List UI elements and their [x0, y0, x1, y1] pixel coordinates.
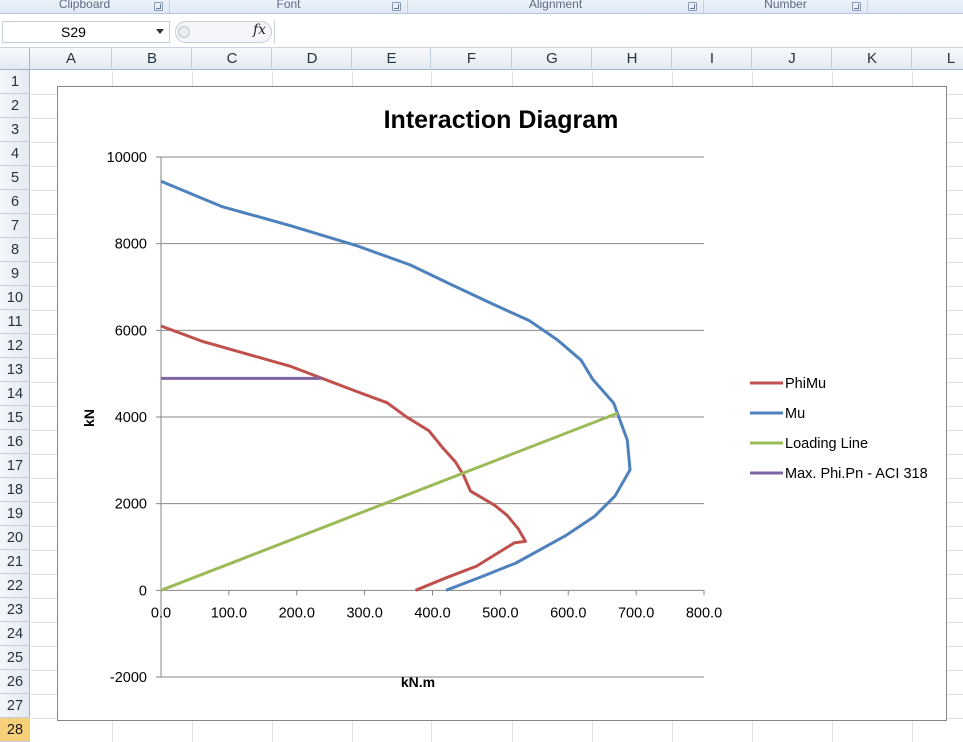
gridlines — [161, 156, 704, 678]
column-header-k[interactable]: K — [833, 48, 912, 70]
column-header-h[interactable]: H — [593, 48, 672, 70]
chevron-down-icon[interactable] — [156, 29, 164, 34]
column-header-b[interactable]: B — [113, 48, 192, 70]
legend-label: Loading Line — [785, 436, 868, 452]
row-header-7[interactable]: 7 — [0, 214, 30, 238]
row-header-23[interactable]: 23 — [0, 598, 30, 622]
row-header-24[interactable]: 24 — [0, 622, 30, 646]
row-header-1[interactable]: 1 — [0, 70, 30, 94]
legend[interactable]: PhiMu Mu Loading Line Max. Phi.Pn - ACI 318 — [750, 376, 928, 482]
grip-icon[interactable] — [178, 26, 190, 38]
ribbon-group-strip: Clipboard Font Alignment Number — [0, 0, 963, 14]
y-tick-label: -2000 — [110, 670, 147, 686]
interaction-diagram-chart: 0.0 100.0 200.0 300.0 400.0 500.0 600.0 700.0 80… — [81, 106, 928, 690]
row-header-3[interactable]: 3 — [0, 118, 30, 142]
row-header-15[interactable]: 15 — [0, 406, 30, 430]
series-line-loading-line[interactable] — [160, 411, 619, 592]
ribbon-group-label: Font — [276, 0, 301, 11]
dialog-launcher-icon[interactable] — [852, 2, 861, 11]
column-header-l[interactable]: L — [913, 48, 963, 70]
row-header-10[interactable]: 10 — [0, 286, 30, 310]
chart-title: Interaction Diagram — [384, 106, 619, 134]
dialog-launcher-icon[interactable] — [392, 2, 401, 11]
x-tick-label: 500.0 — [482, 605, 518, 621]
y-axis-label: kN — [81, 409, 97, 427]
legend-label: Mu — [785, 406, 805, 422]
row-header-18[interactable]: 18 — [0, 478, 30, 502]
row-header-21[interactable]: 21 — [0, 550, 30, 574]
row-header-25[interactable]: 25 — [0, 646, 30, 670]
column-header-f[interactable]: F — [432, 48, 512, 70]
column-header-j[interactable]: J — [753, 48, 832, 70]
legend-label: Max. Phi.Pn - ACI 318 — [785, 466, 928, 482]
y-tick-label: 2000 — [115, 497, 147, 513]
formula-pill — [175, 21, 272, 43]
y-tick-label: 6000 — [115, 323, 147, 339]
row-header-20[interactable]: 20 — [0, 526, 30, 550]
column-header-a[interactable]: A — [31, 48, 112, 70]
ribbon-group-label: Alignment — [528, 0, 583, 11]
chart-area[interactable]: 0.0 100.0 200.0 300.0 400.0 500.0 600.0 700.0 80… — [57, 86, 947, 721]
row-header-2[interactable]: 2 — [0, 94, 30, 118]
row-header-6[interactable]: 6 — [0, 190, 30, 214]
row-header-11[interactable]: 11 — [0, 310, 30, 334]
row-header-27[interactable]: 27 — [0, 694, 30, 718]
x-tick-label: 700.0 — [618, 605, 654, 621]
row-header-13[interactable]: 13 — [0, 358, 30, 382]
row-header-26[interactable]: 26 — [0, 670, 30, 694]
dialog-launcher-icon[interactable] — [688, 2, 697, 11]
y-tick-label: 0 — [139, 583, 147, 599]
column-header-c[interactable]: C — [193, 48, 272, 70]
y-tick-label: 10000 — [107, 150, 147, 166]
row-header-19[interactable]: 19 — [0, 502, 30, 526]
row-header-16[interactable]: 16 — [0, 430, 30, 454]
x-tick-label: 100.0 — [211, 605, 247, 621]
formula-bar: S29 fx — [0, 15, 963, 48]
x-tick-label: 600.0 — [550, 605, 586, 621]
name-box[interactable]: S29 — [2, 21, 170, 43]
y-tick-label: 4000 — [115, 410, 147, 426]
row-headers: 1 2 3 4 5 6 7 8 9 10 11 12 13 14 15 16 17 18 19 20 21 22 23 24 2… — [0, 70, 30, 742]
row-header-4[interactable]: 4 — [0, 142, 30, 166]
row-header-5[interactable]: 5 — [0, 166, 30, 190]
x-tick-label: 300.0 — [346, 605, 382, 621]
formula-input[interactable] — [274, 21, 963, 43]
select-all-corner[interactable] — [0, 48, 30, 70]
row-header-22[interactable]: 22 — [0, 574, 30, 598]
x-axis-label: kN.m — [401, 674, 435, 690]
row-header-8[interactable]: 8 — [0, 238, 30, 262]
column-header-d[interactable]: D — [273, 48, 352, 70]
row-header-9[interactable]: 9 — [0, 262, 30, 286]
x-tick-label: 800.0 — [686, 605, 722, 621]
column-header-i[interactable]: I — [673, 48, 752, 70]
y-tick-labels: -2000 0 2000 4000 6000 8000 10000 — [107, 150, 161, 686]
x-tick-label: 200.0 — [279, 605, 315, 621]
ribbon-group-alignment: Alignment — [408, 0, 704, 13]
x-tick-label: 0.0 — [151, 605, 171, 621]
x-tick-labels: 0.0 100.0 200.0 300.0 400.0 500.0 600.0 700.0 80… — [151, 590, 722, 621]
dialog-launcher-icon[interactable] — [154, 2, 163, 11]
series-line-mu[interactable] — [160, 179, 632, 592]
ribbon-group-number: Number — [704, 0, 868, 13]
x-tick-label: 400.0 — [414, 605, 450, 621]
column-header-e[interactable]: E — [353, 48, 431, 70]
y-tick-label: 8000 — [115, 237, 147, 253]
formula-tools: fx — [175, 21, 272, 43]
row-header-17[interactable]: 17 — [0, 454, 30, 478]
row-header-12[interactable]: 12 — [0, 334, 30, 358]
series-lines — [160, 179, 632, 592]
legend-label: PhiMu — [785, 376, 826, 392]
insert-function-icon[interactable]: fx — [253, 22, 267, 38]
row-header-14[interactable]: 14 — [0, 382, 30, 406]
ribbon-group-label: Number — [764, 0, 807, 11]
ribbon-group-clipboard: Clipboard — [0, 0, 170, 13]
series-line-phimu[interactable] — [160, 324, 527, 592]
ribbon-group-font: Font — [170, 0, 408, 13]
row-header-28[interactable]: 28 — [0, 718, 30, 742]
ribbon-group-label: Clipboard — [58, 0, 111, 11]
column-header-g[interactable]: G — [513, 48, 592, 70]
